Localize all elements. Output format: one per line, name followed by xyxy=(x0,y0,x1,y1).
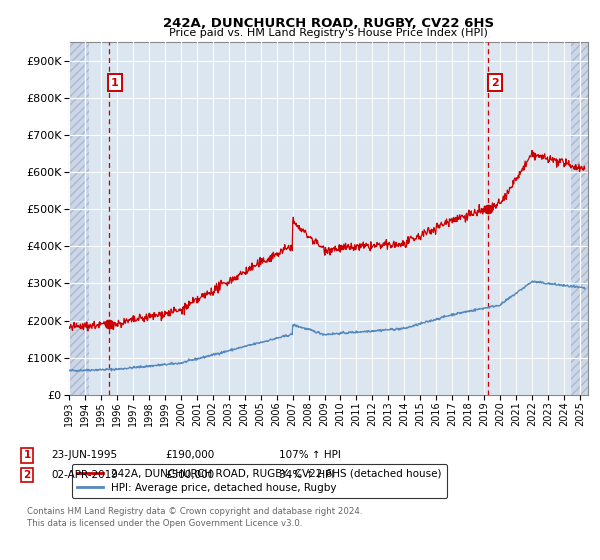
Text: Price paid vs. HM Land Registry's House Price Index (HPI): Price paid vs. HM Land Registry's House … xyxy=(169,28,488,38)
Text: 2: 2 xyxy=(23,470,31,480)
Text: 02-APR-2019: 02-APR-2019 xyxy=(51,470,118,480)
Text: £190,000: £190,000 xyxy=(165,450,214,460)
Bar xyxy=(571,42,595,395)
Text: 107% ↑ HPI: 107% ↑ HPI xyxy=(279,450,341,460)
Text: 34% ↑ HPI: 34% ↑ HPI xyxy=(279,470,334,480)
Text: £500,000: £500,000 xyxy=(165,470,214,480)
Legend: 242A, DUNCHURCH ROAD, RUGBY, CV22 6HS (detached house), HPI: Average price, deta: 242A, DUNCHURCH ROAD, RUGBY, CV22 6HS (d… xyxy=(71,464,447,498)
Text: 2: 2 xyxy=(491,78,499,87)
Bar xyxy=(69,42,89,395)
Text: 1: 1 xyxy=(23,450,31,460)
Text: 242A, DUNCHURCH ROAD, RUGBY, CV22 6HS: 242A, DUNCHURCH ROAD, RUGBY, CV22 6HS xyxy=(163,17,494,30)
Text: Contains HM Land Registry data © Crown copyright and database right 2024.
This d: Contains HM Land Registry data © Crown c… xyxy=(27,507,362,528)
Text: 23-JUN-1995: 23-JUN-1995 xyxy=(51,450,117,460)
Text: 1: 1 xyxy=(111,78,119,87)
